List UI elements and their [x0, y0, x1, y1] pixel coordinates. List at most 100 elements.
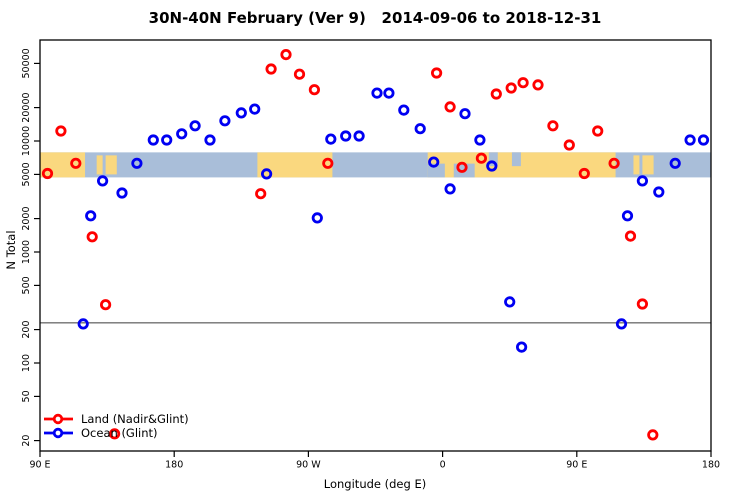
- y-tick-label: 10000: [21, 126, 32, 156]
- data-point-ocean: [116, 187, 128, 199]
- data-point-land: [100, 299, 112, 311]
- legend: Land (Nadir&Glint) Ocean (Glint): [42, 412, 189, 440]
- y-tick-label: 500: [21, 276, 32, 294]
- data-point-ocean: [260, 168, 273, 180]
- data-point-ocean: [219, 115, 231, 127]
- data-point-land: [490, 88, 502, 100]
- data-point-land: [322, 157, 334, 169]
- data-point-ocean: [85, 210, 97, 222]
- data-point-land: [308, 84, 320, 96]
- data-point-ocean: [486, 160, 498, 172]
- data-point-land: [265, 63, 277, 75]
- world-map-island: [642, 155, 654, 175]
- data-point-land: [592, 125, 604, 137]
- data-point-ocean: [621, 210, 634, 222]
- data-point-ocean: [235, 107, 247, 119]
- data-point-ocean: [249, 103, 261, 115]
- x-tick-label: 0: [440, 460, 446, 471]
- world-map-band-land: [257, 152, 333, 178]
- data-point-land: [70, 157, 82, 169]
- data-point-land: [86, 231, 98, 243]
- x-axis-title: Longitude (deg E): [323, 477, 427, 491]
- data-point-land: [608, 157, 620, 169]
- data-point-land: [636, 298, 649, 310]
- data-point-land: [456, 161, 468, 173]
- plot-box: [39, 39, 712, 452]
- world-map-water: [511, 152, 521, 167]
- data-point-land: [41, 167, 54, 180]
- data-point-ocean: [131, 157, 143, 169]
- data-point-land: [293, 68, 306, 80]
- data-point-ocean: [204, 134, 216, 146]
- world-map-island: [105, 155, 117, 175]
- y-tick-label: 2000: [21, 206, 32, 230]
- data-point-ocean: [147, 134, 159, 146]
- data-point-ocean: [189, 120, 201, 132]
- data-point-land: [517, 77, 529, 89]
- y-tick-label: 100: [21, 354, 32, 372]
- y-tick-label: 200: [21, 321, 32, 339]
- world-map-water: [488, 152, 498, 167]
- data-point-ocean: [504, 296, 516, 308]
- y-axis-title: N Total: [4, 230, 18, 270]
- ocean-series-marker-icon: [44, 427, 73, 439]
- data-point-land: [647, 429, 659, 441]
- y-tick-label: 50: [21, 390, 32, 402]
- data-point-ocean: [161, 134, 173, 146]
- data-point-ocean: [697, 134, 710, 146]
- data-point-ocean: [398, 104, 410, 116]
- legend-item-land: Land (Nadir&Glint): [42, 412, 189, 426]
- data-point-ocean: [459, 108, 471, 120]
- data-point-ocean: [325, 133, 337, 145]
- data-point-land: [475, 152, 487, 164]
- data-point-land: [563, 139, 575, 151]
- world-map-island: [96, 155, 103, 175]
- data-point-ocean: [515, 341, 528, 353]
- data-point-land: [532, 79, 544, 91]
- data-point-land: [444, 101, 456, 113]
- data-point-ocean: [684, 134, 696, 146]
- legend-item-ocean: Ocean (Glint): [42, 426, 189, 440]
- data-point-ocean: [669, 157, 681, 169]
- data-point-ocean: [353, 130, 365, 142]
- data-point-ocean: [653, 186, 665, 198]
- x-tick-label: 90 E: [566, 460, 587, 471]
- data-point-ocean: [474, 134, 486, 146]
- data-point-land: [430, 67, 443, 79]
- x-tick-label: 90 W: [296, 460, 321, 471]
- world-map-island: [633, 155, 640, 175]
- chart-title: 30N-40N February (Ver 9) 2014-09-06 to 2…: [148, 9, 602, 27]
- y-tick-label: 20: [21, 435, 32, 447]
- data-point-land: [505, 82, 517, 94]
- y-tick-label: 1000: [21, 240, 32, 264]
- data-point-land: [578, 167, 590, 180]
- y-tick-label: 20000: [21, 92, 32, 122]
- data-point-ocean: [383, 87, 395, 99]
- legend-label-ocean: Ocean (Glint): [81, 426, 158, 440]
- data-point-land: [255, 188, 267, 200]
- data-point-ocean: [340, 130, 352, 142]
- data-point-land: [547, 120, 559, 132]
- data-point-ocean: [77, 318, 89, 330]
- y-tick-label: 5000: [21, 162, 32, 186]
- data-point-land: [280, 48, 292, 61]
- land-series-marker-icon: [44, 413, 73, 425]
- x-tick-label: 180: [702, 460, 720, 471]
- data-point-ocean: [428, 156, 440, 168]
- data-point-ocean: [444, 183, 456, 195]
- data-point-ocean: [176, 128, 188, 140]
- x-tick-label: 90 E: [29, 460, 50, 471]
- data-point-ocean: [414, 123, 426, 135]
- data-point-land: [109, 428, 121, 440]
- data-point-ocean: [636, 175, 649, 187]
- x-tick-label: 180: [165, 460, 183, 471]
- data-point-ocean: [371, 87, 383, 99]
- legend-label-land: Land (Nadir&Glint): [81, 412, 189, 426]
- y-tick-label: 50000: [21, 48, 32, 78]
- data-point-ocean: [615, 318, 628, 330]
- data-point-land: [55, 125, 67, 137]
- data-point-ocean: [97, 175, 109, 187]
- data-point-ocean: [311, 212, 323, 224]
